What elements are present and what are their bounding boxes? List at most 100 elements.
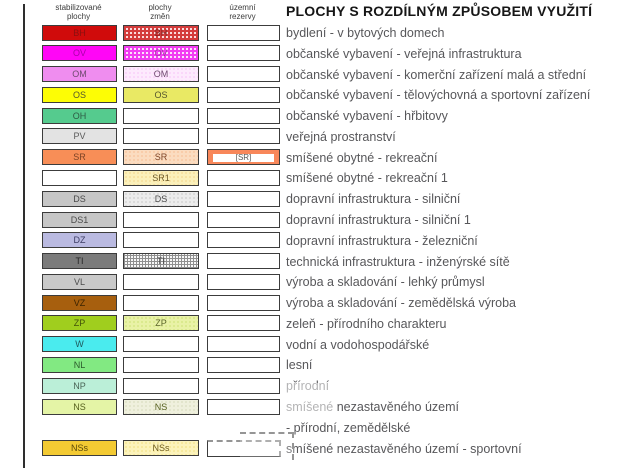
change-swatch-DS: DS xyxy=(123,190,199,207)
swatch-code-label: NL xyxy=(73,359,86,370)
reserve-swatch-DS1 xyxy=(207,211,280,228)
stable-swatch-PV: PV xyxy=(42,128,117,145)
swatch-code-label: SR xyxy=(73,152,86,163)
swatch-code-label: ZP xyxy=(73,318,86,329)
change-swatch-SR: SR xyxy=(123,149,199,166)
column-header-reserves: územní rezervy xyxy=(207,3,278,21)
stable-swatch-TI: TI xyxy=(42,253,117,270)
change-swatch-W xyxy=(123,336,199,353)
change-swatch-OH xyxy=(123,107,199,124)
change-swatch-VL xyxy=(123,273,199,290)
change-swatch-NSs: NSs xyxy=(123,440,199,457)
change-swatch-PV xyxy=(123,128,199,145)
stable-swatch-SR: SR xyxy=(42,149,117,166)
change-swatch-DS1 xyxy=(123,211,199,228)
swatch-code-label: NSs xyxy=(70,443,88,454)
stable-swatch-W: W xyxy=(42,336,117,353)
row-label: výroba a skladování - zemědělská výroba xyxy=(286,296,516,311)
swatch-code-label: OV xyxy=(72,48,86,59)
swatch-code-label: DS xyxy=(154,193,168,204)
reserve-swatch-OS xyxy=(207,86,280,103)
row-label: veřejná prostranství xyxy=(286,129,396,144)
change-swatch-SR1: SR1 xyxy=(123,169,199,186)
change-swatch-VZ xyxy=(123,294,199,311)
row-label: lesní xyxy=(286,358,313,373)
stable-swatch-DS1: DS1 xyxy=(42,211,117,228)
reserve-swatch-W xyxy=(207,336,280,353)
watermark-fade-overlay xyxy=(283,383,337,417)
reserve-swatch-NSs xyxy=(207,440,281,458)
reserve-swatch-OH xyxy=(207,107,280,124)
column-header-line: plochy xyxy=(148,3,172,12)
row-label: občanské vybavení - veřejná infrastruktu… xyxy=(286,46,522,61)
row-label-continuation: - přírodní, zemědělské xyxy=(286,420,411,435)
swatch-code-label: NS xyxy=(154,401,168,412)
stable-swatch-DZ: DZ xyxy=(42,232,117,249)
swatch-code-label: DS xyxy=(73,193,86,204)
column-header-line: plochy xyxy=(66,11,91,21)
row-label: výroba a skladování - lehký průmysl xyxy=(286,275,485,290)
change-swatch-DZ xyxy=(123,232,199,249)
row-label: bydlení - v bytových domech xyxy=(286,26,445,40)
stable-swatch-OH: OH xyxy=(42,107,117,124)
change-swatch-ZP: ZP xyxy=(123,315,199,332)
swatch-code-label: VL xyxy=(73,276,85,287)
swatch-code-label: TI xyxy=(75,256,84,267)
change-swatch-NL xyxy=(123,356,199,373)
swatch-code-label: PV xyxy=(73,131,86,142)
swatch-code-label: DS1 xyxy=(70,214,89,225)
swatch-code-label: TI xyxy=(157,256,165,267)
stable-swatch-VZ: VZ xyxy=(42,294,117,311)
reserve-swatch-NL xyxy=(207,356,280,373)
reserve-swatch-ZP xyxy=(207,315,280,332)
row-label: smíšené obytné - rekreační 1 xyxy=(286,171,448,186)
row-label: občanské vybavení - tělovýchovná a sport… xyxy=(286,88,591,103)
legend-title: PLOCHY S ROZDÍLNÝM ZPŮSOBEM VYUŽITÍ xyxy=(286,3,593,19)
column-header-line: rezervy xyxy=(229,11,256,21)
reserve-swatch-TI xyxy=(207,253,280,270)
swatch-code-label: OM xyxy=(72,69,87,80)
row-label: dopravní infrastruktura - železniční xyxy=(286,233,478,248)
stable-swatch-NS: NS xyxy=(42,398,117,415)
row-label: vodní a vodohospodářské xyxy=(286,337,430,352)
swatch-code-label: SR1 xyxy=(152,172,170,183)
swatch-code-label: NP xyxy=(73,380,86,391)
reserve-swatch-NP xyxy=(207,377,280,394)
row-label: smíšené nezastavěného území - sportovní xyxy=(286,441,522,456)
row-label: občanské vybavení - komerční zařízení ma… xyxy=(286,67,587,82)
swatch-code-label: BH xyxy=(154,27,168,38)
reserve-swatch-BH xyxy=(207,24,280,41)
reserve-swatch-VZ xyxy=(207,294,280,311)
row-label: občanské vybavení - hřbitovy xyxy=(286,109,448,124)
change-swatch-OM: OM xyxy=(123,66,199,83)
stable-swatch-BH: BH xyxy=(42,24,117,41)
change-swatch-NS: NS xyxy=(123,398,199,415)
column-header-stabilized: stabilizované plochy xyxy=(42,3,115,21)
row-label: dopravní infrastruktura - silniční xyxy=(286,192,461,207)
reserve-swatch-SR1 xyxy=(207,169,280,186)
stable-swatch-VL: VL xyxy=(42,273,117,290)
change-swatch-NP xyxy=(123,377,199,394)
swatch-code-label: NSs xyxy=(152,443,170,454)
swatch-code-label: OV xyxy=(154,48,168,59)
reserve-swatch-PV xyxy=(207,128,280,145)
reserve-swatch-DS xyxy=(207,190,280,207)
swatch-code-label: OS xyxy=(154,89,168,100)
frame-left-line xyxy=(23,4,25,468)
change-swatch-BH: BH xyxy=(123,24,199,41)
swatch-code-label: VZ xyxy=(73,297,86,308)
watermark-dashed-rect xyxy=(240,432,294,460)
swatch-code-label: OS xyxy=(72,89,86,100)
stable-swatch-DS: DS xyxy=(42,190,117,207)
reserve-swatch-VL xyxy=(207,273,280,290)
row-label: dopravní infrastruktura - silniční 1 xyxy=(286,213,471,228)
swatch-code-label: DZ xyxy=(73,235,86,246)
reserve-swatch-OM xyxy=(207,66,280,83)
column-header-changes: plochy změn xyxy=(123,3,197,21)
swatch-code-label: SR xyxy=(154,152,168,163)
column-header-line: stabilizované xyxy=(55,3,102,12)
column-header-line: územní xyxy=(229,3,256,12)
stable-swatch-OM: OM xyxy=(42,66,117,83)
swatch-code-label: OH xyxy=(72,110,87,121)
